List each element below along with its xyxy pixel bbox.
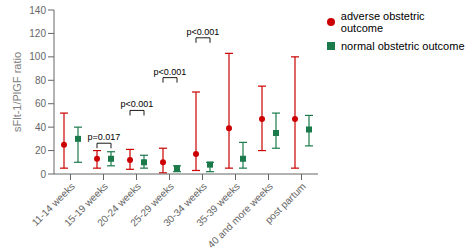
svg-text:p<0.001: p<0.001	[154, 67, 187, 77]
html-text:adverse obstetric outcome: adverse obstetric outcome	[340, 10, 425, 34]
svg-text:40: 40	[35, 122, 47, 133]
svg-text:11-14 weeks: 11-14 weeks	[29, 180, 77, 228]
svg-text:15-19 weeks: 15-19 weeks	[62, 180, 110, 229]
svg-text:20-24 weeks: 20-24 weeks	[95, 180, 143, 229]
svg-text:p<0.001: p<0.001	[121, 99, 154, 109]
svg-text:120: 120	[29, 28, 46, 39]
svg-text:0: 0	[40, 169, 46, 180]
svg-text:80: 80	[35, 75, 47, 86]
svg-text:20: 20	[35, 145, 47, 156]
html-text:normal obstetric outcome: normal obstetric outcome	[341, 40, 465, 52]
svg-text:100: 100	[29, 51, 46, 62]
svg-text:30-34 weeks: 30-34 weeks	[161, 180, 209, 229]
svg-text:post partum: post partum	[263, 181, 308, 226]
svg-text:60: 60	[35, 98, 47, 109]
svg-text:p<0.001: p<0.001	[187, 27, 220, 37]
svg-text:25-29 weeks: 25-29 weeks	[128, 180, 176, 229]
svg-text:35-39 weeks: 35-39 weeks	[194, 180, 242, 229]
svg-text:140: 140	[29, 5, 46, 16]
svg-text:sFlt-1/PlGF ratio: sFlt-1/PlGF ratio	[11, 52, 23, 132]
svg-text:p=0.017: p=0.017	[88, 132, 121, 142]
svg-text:40 and more weeks: 40 and more weeks	[205, 180, 275, 251]
